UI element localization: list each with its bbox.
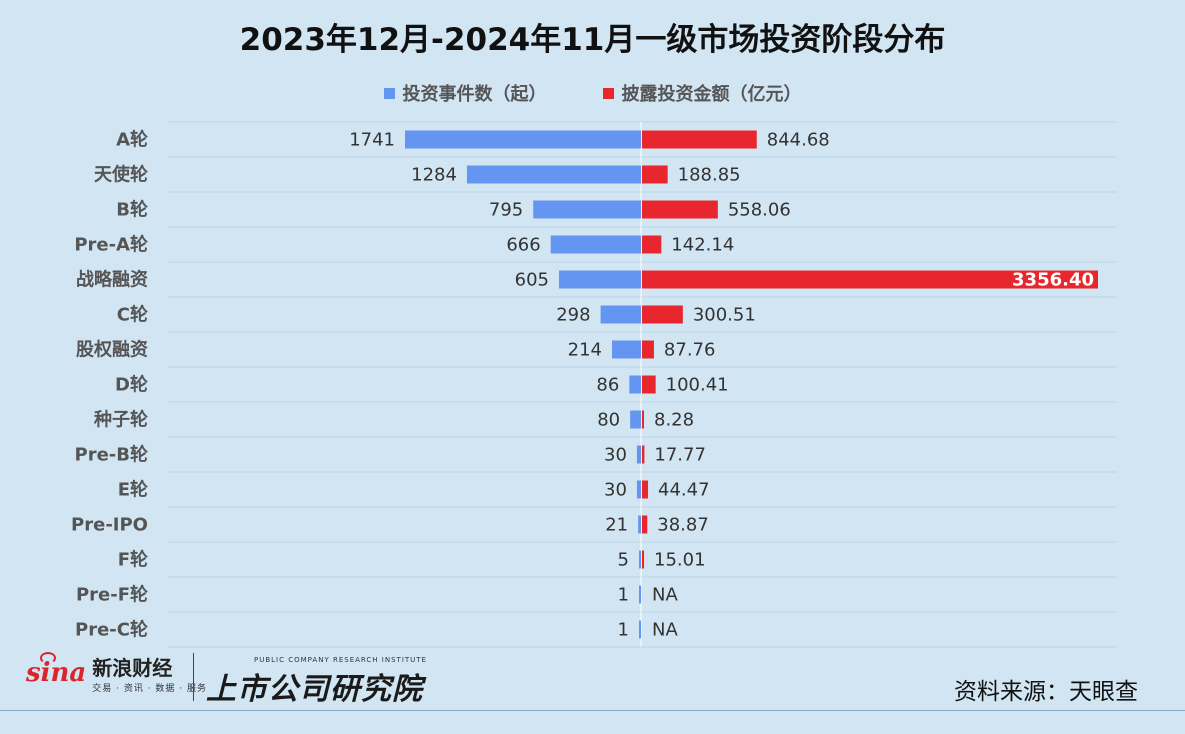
- legend-item-amount: 披露投资金额（亿元）: [602, 80, 802, 106]
- bar-amount: [642, 515, 648, 534]
- research-institute-logo: PUBLIC COMPANY RESEARCH INSTITUTE 上市公司研究…: [206, 656, 427, 708]
- legend-swatch-events: [383, 87, 395, 99]
- data-label-amount: NA: [652, 585, 678, 606]
- category-label: B轮: [116, 199, 148, 221]
- data-label-amount: 100.41: [666, 375, 729, 396]
- bar-events: [639, 620, 641, 639]
- legend-label-amount: 披露投资金额（亿元）: [621, 84, 802, 105]
- category-label: 天使轮: [94, 164, 148, 186]
- legend-label-events: 投资事件数（起）: [402, 84, 547, 105]
- data-label-amount: 87.76: [664, 340, 716, 361]
- data-label-amount: NA: [652, 620, 678, 641]
- chart-title: 2023年12月-2024年11月一级市场投资阶段分布: [239, 22, 946, 58]
- data-label-events: 1284: [411, 165, 457, 186]
- category-label: E轮: [118, 479, 148, 501]
- footer-divider: [0, 710, 1185, 711]
- bar-events: [639, 550, 641, 569]
- bar-events: [639, 585, 641, 604]
- data-label-amount: 300.51: [693, 305, 756, 326]
- bar-events: [638, 515, 641, 534]
- category-label: 股权融资: [75, 339, 148, 361]
- data-label-events: 86: [596, 375, 619, 396]
- data-label-events: 1: [618, 620, 629, 641]
- bar-events: [466, 165, 641, 184]
- data-label-events: 795: [489, 200, 523, 221]
- data-label-events: 1741: [349, 130, 395, 151]
- data-label-events: 214: [568, 340, 602, 361]
- chart-legend: 投资事件数（起） 披露投资金额（亿元）: [0, 80, 1185, 106]
- bar-amount: [642, 130, 757, 149]
- category-label: Pre-F轮: [76, 584, 148, 606]
- bar-amount: [642, 305, 683, 324]
- data-label-amount: 142.14: [671, 235, 734, 256]
- category-label: Pre-B轮: [75, 444, 148, 466]
- sina-finance-logo: sina 新浪财经 交易 · 资讯 · 数据 · 服务: [26, 652, 207, 694]
- data-label-amount: 558.06: [728, 200, 791, 221]
- data-label-events: 666: [506, 235, 540, 256]
- bar-events: [550, 235, 641, 254]
- category-label: 种子轮: [93, 409, 148, 431]
- bar-events: [611, 340, 641, 359]
- category-label: A轮: [116, 129, 148, 151]
- bar-amount: [642, 445, 645, 464]
- bar-amount: [642, 165, 668, 184]
- bar-amount: [642, 235, 662, 254]
- bar-events: [636, 445, 641, 464]
- data-label-events: 298: [556, 305, 590, 326]
- data-label-events: 30: [604, 480, 627, 501]
- sina-logo-text: sina: [26, 652, 86, 688]
- data-label-amount: 8.28: [654, 410, 694, 431]
- bar-chart: A轮 1741 844.68 天使轮 1284 188.85 B轮 795 558.06 Pre-…: [71, 121, 1117, 648]
- data-label-events: 30: [604, 445, 627, 466]
- category-label: Pre-A轮: [74, 234, 148, 256]
- bar-events: [558, 270, 641, 289]
- sina-logo-sub: 交易 · 资讯 · 数据 · 服务: [92, 684, 208, 694]
- data-label-events: 80: [597, 410, 620, 431]
- logo-divider: [193, 653, 194, 701]
- bar-amount: [642, 270, 1098, 289]
- data-label-amount: 844.68: [767, 130, 830, 151]
- data-label-events: 5: [618, 550, 629, 571]
- institute-logo-cn: 上市公司研究院: [206, 672, 423, 707]
- legend-swatch-amount: [602, 87, 614, 99]
- sina-eye-icon: [40, 652, 56, 664]
- bar-amount: [642, 375, 656, 394]
- category-label: 战略融资: [76, 269, 148, 291]
- category-label: C轮: [117, 304, 148, 326]
- bar-events: [600, 305, 641, 324]
- bar-amount: [642, 480, 649, 499]
- institute-logo-en: PUBLIC COMPANY RESEARCH INSTITUTE: [254, 656, 427, 664]
- sina-logo-cn: 新浪财经: [92, 656, 173, 680]
- bar-events: [629, 375, 641, 394]
- bar-amount: [642, 200, 718, 219]
- category-label: F轮: [118, 549, 148, 571]
- data-label-amount: 15.01: [654, 550, 706, 571]
- bar-amount: [642, 340, 654, 359]
- bar-events: [533, 200, 641, 219]
- data-label-amount: 44.47: [658, 480, 710, 501]
- data-label-amount: 38.87: [657, 515, 709, 536]
- bar-amount: [642, 550, 645, 569]
- data-label-amount: 3356.40: [1012, 270, 1094, 291]
- bar-amount: [642, 410, 644, 429]
- data-label-events: 1: [618, 585, 629, 606]
- bar-events: [630, 410, 641, 429]
- legend-item-events: 投资事件数（起）: [383, 80, 547, 106]
- bar-events: [405, 130, 641, 149]
- category-label: Pre-IPO: [71, 515, 148, 536]
- data-label-amount: 188.85: [678, 165, 741, 186]
- data-source: 资料来源：天眼查: [954, 679, 1138, 705]
- category-label: D轮: [115, 374, 148, 396]
- category-label: Pre-C轮: [75, 619, 148, 641]
- data-label-events: 605: [515, 270, 549, 291]
- bar-events: [636, 480, 641, 499]
- data-label-events: 21: [605, 515, 628, 536]
- data-label-amount: 17.77: [654, 445, 706, 466]
